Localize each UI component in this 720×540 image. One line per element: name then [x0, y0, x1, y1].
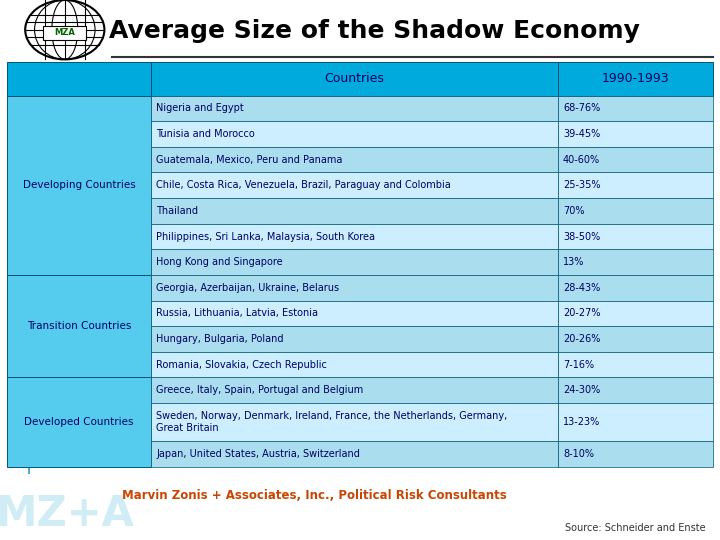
- FancyBboxPatch shape: [151, 121, 558, 147]
- Text: Source: Schneider and Enste: Source: Schneider and Enste: [565, 523, 706, 533]
- FancyBboxPatch shape: [151, 352, 558, 377]
- Text: 25-35%: 25-35%: [563, 180, 600, 190]
- Text: Developing Countries: Developing Countries: [23, 180, 135, 190]
- FancyBboxPatch shape: [558, 96, 713, 121]
- FancyBboxPatch shape: [7, 275, 151, 377]
- FancyBboxPatch shape: [151, 224, 558, 249]
- Text: Romania, Slovakia, Czech Republic: Romania, Slovakia, Czech Republic: [156, 360, 327, 369]
- Text: Georgia, Azerbaijan, Ukraine, Belarus: Georgia, Azerbaijan, Ukraine, Belarus: [156, 283, 339, 293]
- Text: 39-45%: 39-45%: [563, 129, 600, 139]
- Text: MZA: MZA: [55, 29, 75, 37]
- Text: 13-23%: 13-23%: [563, 417, 600, 427]
- Text: 20-26%: 20-26%: [563, 334, 600, 344]
- FancyBboxPatch shape: [151, 96, 558, 121]
- Text: MZ+A: MZ+A: [0, 493, 134, 535]
- FancyBboxPatch shape: [151, 147, 558, 172]
- FancyBboxPatch shape: [151, 326, 558, 352]
- Text: 68-76%: 68-76%: [563, 103, 600, 113]
- FancyBboxPatch shape: [558, 172, 713, 198]
- Text: 20-27%: 20-27%: [563, 308, 600, 319]
- FancyBboxPatch shape: [151, 403, 558, 442]
- FancyBboxPatch shape: [558, 377, 713, 403]
- FancyBboxPatch shape: [558, 249, 713, 275]
- Text: Marvin Zonis + Associates, Inc., Political Risk Consultants: Marvin Zonis + Associates, Inc., Politic…: [122, 489, 507, 502]
- FancyBboxPatch shape: [151, 62, 558, 96]
- Text: Developed Countries: Developed Countries: [24, 417, 134, 427]
- Text: 24-30%: 24-30%: [563, 385, 600, 395]
- Text: 8-10%: 8-10%: [563, 449, 594, 460]
- FancyBboxPatch shape: [151, 198, 558, 224]
- FancyBboxPatch shape: [558, 198, 713, 224]
- FancyBboxPatch shape: [151, 442, 558, 467]
- FancyBboxPatch shape: [151, 275, 558, 301]
- Text: Guatemala, Mexico, Peru and Panama: Guatemala, Mexico, Peru and Panama: [156, 154, 343, 165]
- Text: Average Size of the Shadow Economy: Average Size of the Shadow Economy: [109, 19, 640, 43]
- FancyBboxPatch shape: [558, 147, 713, 172]
- Text: 38-50%: 38-50%: [563, 232, 600, 241]
- Text: Chile, Costa Rica, Venezuela, Brazil, Paraguay and Colombia: Chile, Costa Rica, Venezuela, Brazil, Pa…: [156, 180, 451, 190]
- FancyBboxPatch shape: [558, 224, 713, 249]
- FancyBboxPatch shape: [43, 26, 86, 40]
- Text: 13%: 13%: [563, 257, 585, 267]
- FancyBboxPatch shape: [558, 352, 713, 377]
- Text: Sweden, Norway, Denmark, Ireland, France, the Netherlands, Germany,
Great Britai: Sweden, Norway, Denmark, Ireland, France…: [156, 411, 508, 433]
- Text: Thailand: Thailand: [156, 206, 198, 216]
- Text: Hungary, Bulgaria, Poland: Hungary, Bulgaria, Poland: [156, 334, 284, 344]
- FancyBboxPatch shape: [558, 275, 713, 301]
- Text: Greece, Italy, Spain, Portugal and Belgium: Greece, Italy, Spain, Portugal and Belgi…: [156, 385, 364, 395]
- FancyBboxPatch shape: [558, 442, 713, 467]
- Text: Transition Countries: Transition Countries: [27, 321, 131, 331]
- Text: Countries: Countries: [325, 72, 384, 85]
- FancyBboxPatch shape: [558, 121, 713, 147]
- FancyBboxPatch shape: [558, 62, 713, 96]
- Text: Russia, Lithuania, Latvia, Estonia: Russia, Lithuania, Latvia, Estonia: [156, 308, 318, 319]
- Text: 40-60%: 40-60%: [563, 154, 600, 165]
- FancyBboxPatch shape: [7, 96, 151, 275]
- FancyBboxPatch shape: [151, 301, 558, 326]
- FancyBboxPatch shape: [7, 377, 151, 467]
- Text: Japan, United States, Austria, Switzerland: Japan, United States, Austria, Switzerla…: [156, 449, 360, 460]
- Text: 70%: 70%: [563, 206, 585, 216]
- Text: 1990-1993: 1990-1993: [602, 72, 669, 85]
- Text: 7-16%: 7-16%: [563, 360, 594, 369]
- Text: 28-43%: 28-43%: [563, 283, 600, 293]
- FancyBboxPatch shape: [558, 326, 713, 352]
- Text: Tunisia and Morocco: Tunisia and Morocco: [156, 129, 255, 139]
- FancyBboxPatch shape: [151, 377, 558, 403]
- FancyBboxPatch shape: [7, 62, 151, 96]
- Text: Nigeria and Egypt: Nigeria and Egypt: [156, 103, 244, 113]
- Text: Hong Kong and Singapore: Hong Kong and Singapore: [156, 257, 283, 267]
- FancyBboxPatch shape: [558, 403, 713, 442]
- Text: Philippines, Sri Lanka, Malaysia, South Korea: Philippines, Sri Lanka, Malaysia, South …: [156, 232, 375, 241]
- FancyBboxPatch shape: [558, 301, 713, 326]
- FancyBboxPatch shape: [151, 249, 558, 275]
- FancyBboxPatch shape: [151, 172, 558, 198]
